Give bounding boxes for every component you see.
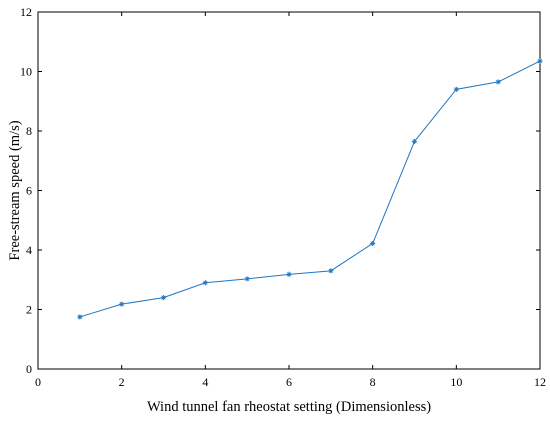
data-point-marker: [370, 240, 376, 247]
x-tick-label: 10: [450, 375, 462, 389]
x-tick-label: 4: [202, 375, 208, 389]
data-point-marker: [202, 280, 208, 286]
y-tick-label: 12: [20, 5, 32, 19]
plot-frame: [37, 11, 541, 370]
data-point-marker: [495, 79, 501, 85]
y-axis-ticks: 0 2 4 6 8 10 12: [20, 5, 540, 376]
x-tick-label: 12: [534, 375, 546, 389]
y-tick-label: 4: [26, 243, 32, 257]
series-line: [79, 60, 541, 318]
data-point-marker: [537, 58, 543, 64]
data-point-marker: [119, 301, 125, 307]
x-tick-label: 0: [35, 375, 41, 389]
x-tick-label: 2: [119, 375, 125, 389]
x-axis-ticks: 0 2 4 6 8 10 12: [35, 12, 546, 389]
y-tick-label: 6: [26, 184, 32, 198]
y-tick-label: 10: [20, 65, 32, 79]
y-tick-label: 0: [26, 362, 32, 376]
data-point-marker: [411, 138, 418, 145]
data-point-marker: [244, 276, 250, 282]
series-layer: [77, 58, 543, 320]
y-tick-label: 2: [26, 303, 32, 317]
data-point-marker: [160, 295, 167, 301]
data-point-marker: [77, 314, 83, 320]
y-tick-label: 8: [26, 124, 32, 138]
x-tick-label: 8: [370, 375, 376, 389]
data-point-marker: [328, 268, 334, 274]
data-point-marker: [286, 271, 292, 277]
x-tick-label: 6: [286, 375, 292, 389]
y-axis-label: Free-stream speed (m/s): [7, 120, 23, 260]
x-axis-label: Wind tunnel fan rheostat setting (Dimens…: [147, 399, 431, 415]
data-point-marker: [453, 86, 459, 92]
